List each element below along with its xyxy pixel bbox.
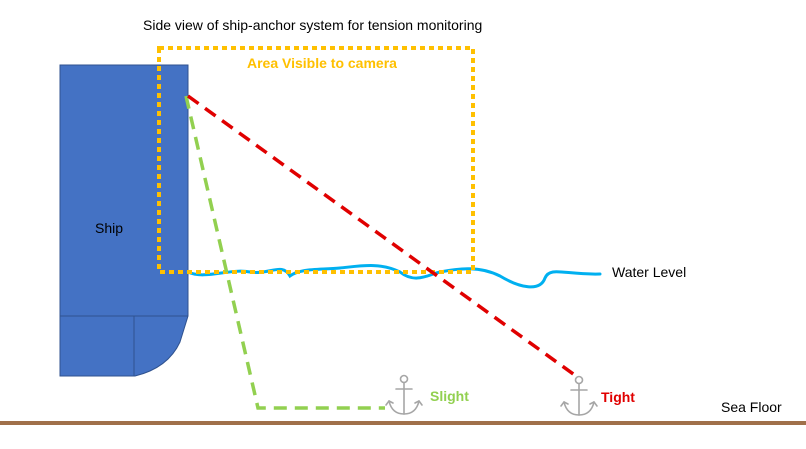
camera-area-label: Area Visible to camera — [247, 55, 397, 71]
camera-area-box — [157, 46, 475, 274]
anchor-icon — [560, 375, 598, 416]
tight-anchor-chain — [186, 94, 578, 378]
water-level-label: Water Level — [612, 264, 686, 280]
ship-hull — [59, 64, 189, 377]
diagram-title: Side view of ship-anchor system for tens… — [143, 17, 482, 33]
sea-floor-label: Sea Floor — [721, 399, 782, 415]
anchor-icon — [385, 374, 423, 415]
ship-label: Ship — [95, 220, 123, 236]
water-level-line — [186, 264, 602, 289]
slight-anchor-chain — [184, 95, 385, 410]
slight-label: Slight — [430, 388, 469, 404]
tight-label: Tight — [601, 389, 635, 405]
ship: Ship — [59, 64, 189, 377]
sea-floor-line — [0, 421, 806, 425]
